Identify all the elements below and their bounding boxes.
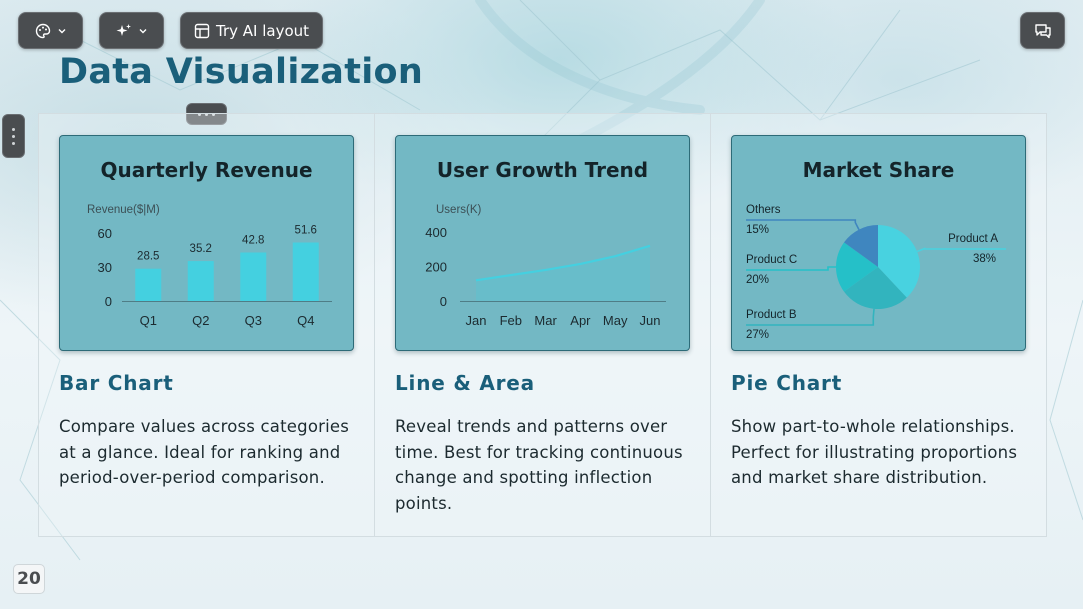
chat-icon	[1034, 23, 1051, 38]
x-tick-label: Q4	[297, 313, 314, 328]
page-title: Data Visualization	[59, 52, 424, 92]
bar	[240, 252, 267, 301]
bar-chart: Revenue($|M) 0 30 60 28.5 Q1 35.2 Q2 42.8 Q3 51.6 Q…	[87, 204, 332, 328]
comments-button[interactable]	[1020, 12, 1065, 49]
chart-title: Market Share	[802, 158, 955, 182]
bar	[292, 242, 319, 301]
theme-button[interactable]	[18, 12, 83, 49]
y-tick-label: 0	[105, 294, 112, 309]
slice-percent: 38%	[973, 253, 996, 265]
x-tick-label: Q1	[140, 313, 157, 328]
try-ai-layout-button[interactable]: Try AI layout	[180, 12, 323, 49]
x-tick-label: May	[603, 313, 628, 328]
block-handle[interactable]	[186, 103, 227, 125]
chart-title: User Growth Trend	[436, 158, 649, 182]
x-tick-label: Apr	[570, 313, 591, 328]
sparkle-icon	[116, 23, 131, 36]
y-tick-label: 200	[425, 260, 447, 275]
column-line-chart: User Growth Trend Users(K) 0 200 400 Jan Feb M…	[375, 114, 711, 536]
pie-chart: Product A 38% Product B 27% Product C 20% Othe…	[746, 204, 1006, 341]
section-heading: Bar Chart	[59, 371, 174, 395]
chart-title: Quarterly Revenue	[100, 158, 313, 182]
x-tick-label: Mar	[534, 313, 557, 328]
data-label: 51.6	[295, 225, 317, 237]
pie-slice	[878, 225, 920, 298]
pie-chart-card: Market Share Product A 38% Product B 27% Pro…	[731, 135, 1026, 351]
leader-line	[916, 247, 1006, 253]
leader-line	[746, 266, 836, 271]
try-ai-layout-label: Try AI layout	[215, 21, 310, 40]
data-label: 35.2	[190, 243, 212, 255]
pie-slice	[836, 242, 878, 292]
y-tick-label: 30	[98, 260, 112, 275]
slice-percent: 27%	[746, 329, 769, 341]
section-heading: Pie Chart	[731, 371, 843, 395]
pie-slice	[844, 225, 878, 267]
x-tick-label: Feb	[500, 313, 522, 328]
drag-handle-icon[interactable]	[2, 114, 25, 158]
area-fill	[476, 245, 650, 301]
section-description: Reveal trends and patterns over time. Be…	[395, 417, 683, 513]
area-chart: Users(K) 0 200 400 Jan Feb Mar Apr May Jun	[425, 204, 666, 328]
slice-percent: 15%	[746, 224, 769, 236]
column-bar-chart: Quarterly Revenue Revenue($|M) 0 30 60 28.5 Q…	[39, 114, 375, 536]
data-label: 42.8	[242, 234, 264, 246]
section-heading: Line & Area	[395, 371, 535, 395]
section-description: Show part-to-whole relationships. Perfec…	[731, 417, 1018, 487]
bar	[135, 268, 162, 301]
line-chart-card: User Growth Trend Users(K) 0 200 400 Jan Feb M…	[395, 135, 690, 351]
slice-label: Product A	[948, 233, 998, 245]
chart-grid: Quarterly Revenue Revenue($|M) 0 30 60 28.5 Q…	[38, 113, 1047, 537]
ai-tools-button[interactable]	[99, 12, 164, 49]
column-pie-chart: Market Share Product A 38% Product B 27% Pro…	[711, 114, 1046, 536]
data-label: 28.5	[137, 251, 159, 263]
leader-line	[746, 308, 875, 326]
y-tick-label: 60	[98, 226, 112, 241]
x-tick-label: Q3	[245, 313, 262, 328]
slice-percent: 20%	[746, 274, 769, 286]
series-line	[475, 244, 651, 282]
pie-slice	[844, 267, 907, 309]
y-tick-label: 400	[425, 225, 447, 240]
leader-line	[746, 219, 860, 230]
x-tick-label: Jun	[640, 313, 661, 328]
y-axis-label: Revenue($|M)	[87, 204, 160, 216]
page-number: 20	[13, 564, 45, 594]
chevron-down-icon	[139, 28, 146, 33]
slice-label: Product C	[746, 254, 797, 266]
layout-icon	[194, 23, 210, 38]
slice-label: Others	[746, 204, 781, 216]
y-tick-label: 0	[440, 294, 447, 309]
slice-label: Product B	[746, 309, 797, 321]
x-tick-label: Jan	[466, 313, 487, 328]
bar	[187, 261, 214, 301]
y-axis-label: Users(K)	[436, 204, 482, 216]
bar-chart-card: Quarterly Revenue Revenue($|M) 0 30 60 28.5 Q…	[59, 135, 354, 351]
chevron-down-icon	[58, 28, 65, 33]
palette-icon	[35, 23, 50, 38]
section-description: Compare values across categories at a gl…	[59, 417, 350, 487]
x-tick-label: Q2	[192, 313, 209, 328]
